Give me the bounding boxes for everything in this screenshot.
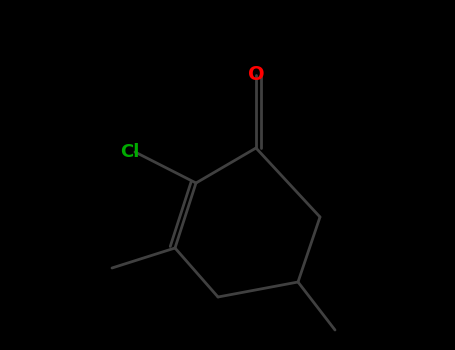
Text: Cl: Cl [120, 143, 140, 161]
Text: O: O [248, 65, 264, 84]
